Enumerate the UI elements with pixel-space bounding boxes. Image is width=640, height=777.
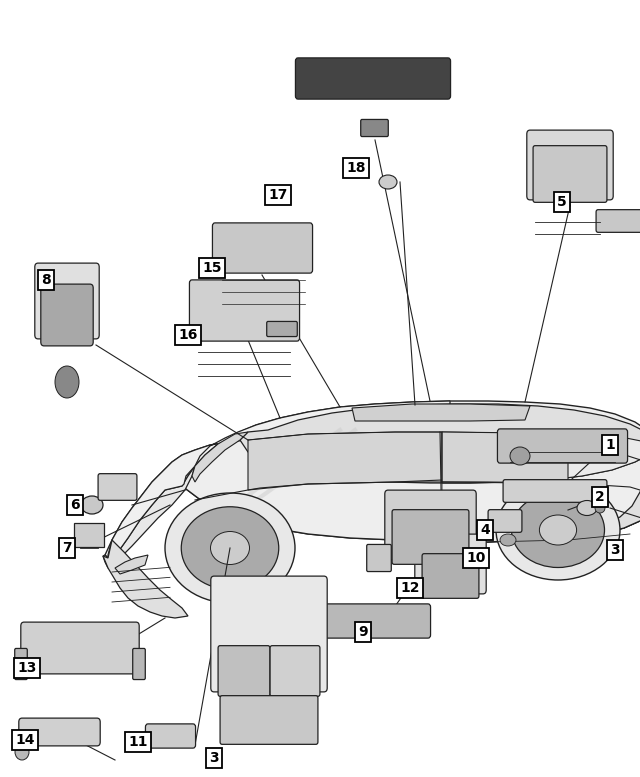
Polygon shape xyxy=(182,401,640,542)
Ellipse shape xyxy=(511,493,605,567)
FancyBboxPatch shape xyxy=(385,490,476,560)
Text: 7: 7 xyxy=(62,541,72,555)
Text: 5: 5 xyxy=(557,195,567,209)
Text: 4: 4 xyxy=(480,523,490,537)
FancyBboxPatch shape xyxy=(415,534,486,594)
Polygon shape xyxy=(108,401,450,558)
Text: 10: 10 xyxy=(467,551,486,565)
Text: 17: 17 xyxy=(268,188,288,202)
FancyBboxPatch shape xyxy=(19,718,100,746)
Ellipse shape xyxy=(211,531,250,565)
Ellipse shape xyxy=(15,744,29,760)
Polygon shape xyxy=(105,432,640,558)
Ellipse shape xyxy=(510,447,530,465)
Ellipse shape xyxy=(165,493,295,603)
FancyBboxPatch shape xyxy=(392,510,469,564)
FancyBboxPatch shape xyxy=(15,649,28,680)
Ellipse shape xyxy=(379,175,397,189)
FancyBboxPatch shape xyxy=(503,479,607,503)
FancyBboxPatch shape xyxy=(270,646,320,696)
Text: 16: 16 xyxy=(179,328,198,342)
FancyBboxPatch shape xyxy=(533,145,607,202)
Ellipse shape xyxy=(55,366,79,398)
FancyBboxPatch shape xyxy=(527,130,613,200)
Polygon shape xyxy=(240,404,640,483)
Polygon shape xyxy=(115,555,148,574)
FancyBboxPatch shape xyxy=(74,524,104,546)
Text: 11: 11 xyxy=(128,735,148,749)
Polygon shape xyxy=(103,466,195,568)
Text: 3: 3 xyxy=(610,543,620,557)
FancyBboxPatch shape xyxy=(361,120,388,137)
Polygon shape xyxy=(248,432,442,490)
FancyBboxPatch shape xyxy=(218,646,270,696)
Ellipse shape xyxy=(540,515,577,545)
Polygon shape xyxy=(103,540,188,618)
Text: 8: 8 xyxy=(41,273,51,287)
FancyBboxPatch shape xyxy=(211,576,327,692)
FancyBboxPatch shape xyxy=(367,545,391,572)
Polygon shape xyxy=(352,404,530,421)
Polygon shape xyxy=(442,432,640,483)
FancyBboxPatch shape xyxy=(132,649,145,680)
FancyBboxPatch shape xyxy=(145,724,196,748)
Text: 3: 3 xyxy=(209,751,219,765)
Text: 14: 14 xyxy=(15,733,35,747)
Ellipse shape xyxy=(500,534,516,546)
Polygon shape xyxy=(442,432,568,483)
FancyBboxPatch shape xyxy=(267,322,298,336)
Ellipse shape xyxy=(496,480,620,580)
Text: 18: 18 xyxy=(346,161,365,175)
Text: 9: 9 xyxy=(358,625,368,639)
FancyBboxPatch shape xyxy=(35,263,99,339)
Text: 15: 15 xyxy=(202,261,221,275)
FancyBboxPatch shape xyxy=(422,554,479,598)
FancyBboxPatch shape xyxy=(98,474,137,500)
Ellipse shape xyxy=(181,507,279,589)
Text: 13: 13 xyxy=(17,661,36,675)
FancyBboxPatch shape xyxy=(316,604,431,638)
FancyBboxPatch shape xyxy=(20,622,140,674)
FancyBboxPatch shape xyxy=(596,210,640,232)
Text: 1: 1 xyxy=(605,438,615,452)
Polygon shape xyxy=(192,432,248,482)
Text: 12: 12 xyxy=(400,581,420,595)
FancyBboxPatch shape xyxy=(41,284,93,346)
FancyBboxPatch shape xyxy=(220,695,318,744)
Text: 6: 6 xyxy=(70,498,80,512)
Text: 2: 2 xyxy=(595,490,605,504)
FancyBboxPatch shape xyxy=(488,510,522,532)
Ellipse shape xyxy=(595,503,605,513)
Ellipse shape xyxy=(577,500,597,515)
FancyBboxPatch shape xyxy=(212,223,312,273)
FancyBboxPatch shape xyxy=(189,280,300,341)
Polygon shape xyxy=(568,443,640,538)
Ellipse shape xyxy=(81,496,103,514)
FancyBboxPatch shape xyxy=(497,429,628,463)
FancyBboxPatch shape xyxy=(296,58,451,99)
